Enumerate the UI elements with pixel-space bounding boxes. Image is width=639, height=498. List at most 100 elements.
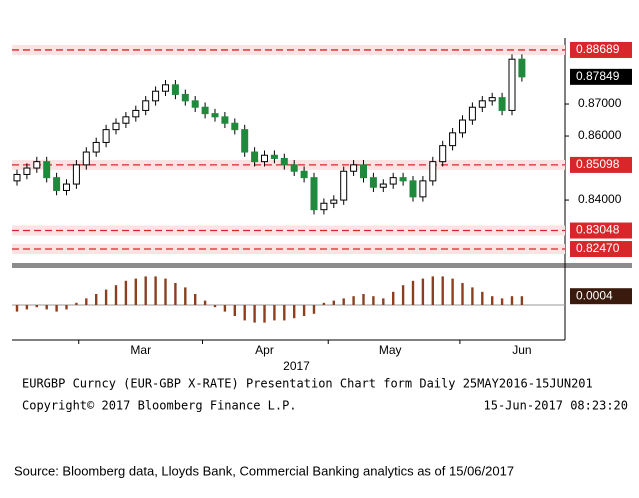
candle-body xyxy=(43,161,51,179)
candle-body xyxy=(82,151,90,166)
candle-body xyxy=(53,177,61,191)
candle-body xyxy=(122,116,130,124)
oscillator-bar xyxy=(194,294,197,305)
footer-copyright: Copyright© 2017 Bloomberg Finance L.P. xyxy=(22,399,297,413)
oscillator-bar xyxy=(382,298,385,305)
candle-body xyxy=(92,141,100,153)
oscillator-bar xyxy=(134,278,137,305)
candle-body xyxy=(488,97,496,102)
candle-body xyxy=(251,151,259,163)
oscillator-bar xyxy=(253,305,256,323)
level-label: 0.83048 xyxy=(576,223,620,237)
candle-body xyxy=(379,183,387,188)
oscillator-bar xyxy=(461,283,464,305)
candle-body xyxy=(112,122,120,131)
oscillator-bar xyxy=(431,276,434,305)
candle-body xyxy=(241,129,249,153)
level-label: 0.88689 xyxy=(576,42,620,56)
candle-body xyxy=(399,177,407,182)
candle-body xyxy=(468,106,476,121)
candle-body xyxy=(459,119,466,134)
oscillator-bar xyxy=(411,280,415,305)
level-label-box xyxy=(570,241,632,258)
candle-body xyxy=(369,177,377,188)
oscillator-bar xyxy=(510,296,514,305)
candle-body xyxy=(449,132,457,147)
candle-body xyxy=(261,154,268,163)
oscillator-bar xyxy=(273,305,276,321)
candle-body xyxy=(320,202,328,211)
year-label: 2017 xyxy=(283,359,310,373)
footer-title: EURGBP Curncy (EUR-GBP X-RATE) Presentat… xyxy=(22,377,593,391)
candle-body xyxy=(181,93,189,102)
oscillator-bar xyxy=(164,278,167,305)
oscillator-bar xyxy=(65,305,68,310)
oscillator-bar xyxy=(481,291,484,305)
oscillator-bar xyxy=(342,298,345,305)
oscillator-bar xyxy=(55,305,58,312)
candle-body xyxy=(419,180,427,198)
oscillator-bar xyxy=(223,305,227,312)
oscillator-bar xyxy=(520,296,524,305)
candle-body xyxy=(13,173,21,182)
candle-body xyxy=(132,109,140,118)
oscillator-bar xyxy=(174,283,177,305)
oscillator-bar xyxy=(401,285,405,305)
candle-body xyxy=(72,164,80,185)
oscillator-bar xyxy=(104,289,108,305)
footer-timestamp: 15-Jun-2017 08:23:20 xyxy=(484,399,629,413)
oscillator-bar xyxy=(85,298,88,305)
oscillator-bar xyxy=(263,305,266,323)
last-price-label: 0.87849 xyxy=(576,69,620,83)
x-tick-label: Mar xyxy=(130,343,151,357)
candle-body xyxy=(498,97,506,111)
candle-body xyxy=(508,58,516,111)
oscillator-bar xyxy=(312,305,316,314)
oscillator-bar xyxy=(114,285,118,305)
candle-body xyxy=(162,84,169,92)
candle-body xyxy=(409,180,417,198)
oscillator-bar xyxy=(352,296,355,305)
source-note: Source: Bloomberg data, Lloyds Bank, Com… xyxy=(14,463,514,478)
oscillator-bar xyxy=(421,278,425,305)
oscillator-bar xyxy=(500,298,504,305)
candle-body xyxy=(142,100,150,111)
oscillator-bar xyxy=(471,287,474,305)
candle-body xyxy=(310,177,318,211)
oscillator-label: 0.0004 xyxy=(576,288,613,302)
level-label-box xyxy=(570,41,632,58)
last-price-box xyxy=(570,68,632,85)
candle-body xyxy=(191,100,199,108)
oscillator-bar xyxy=(213,305,217,308)
candle-body xyxy=(280,157,288,166)
oscillator-bar xyxy=(45,305,48,310)
candle-body xyxy=(211,113,219,118)
oscillator-bar xyxy=(203,300,207,305)
candle-body xyxy=(63,183,70,191)
oscillator-bar xyxy=(293,305,296,319)
y-tick-label: 0.87000 xyxy=(578,96,622,110)
candle-body xyxy=(300,170,308,179)
oscillator-bar xyxy=(75,302,78,305)
candle-body xyxy=(270,154,278,159)
candle-body xyxy=(350,164,358,172)
oscillator-label-box xyxy=(570,288,632,305)
oscillator-bar xyxy=(322,302,326,305)
candle-body xyxy=(290,164,298,172)
candle-body xyxy=(439,145,447,163)
level-label-box xyxy=(570,222,632,239)
x-tick-label: Apr xyxy=(255,343,274,357)
oscillator-bar xyxy=(451,278,454,305)
level-label-box xyxy=(570,156,632,173)
candle-body xyxy=(201,106,209,115)
oscillator-bar xyxy=(154,276,157,305)
oscillator-bar xyxy=(25,305,29,310)
candle-body xyxy=(340,170,348,201)
candle-body xyxy=(330,199,338,204)
oscillator-bar xyxy=(124,280,128,305)
candle-body xyxy=(518,58,526,78)
oscillator-bar xyxy=(372,296,375,305)
oscillator-bar xyxy=(144,276,147,305)
level-label: 0.82470 xyxy=(576,241,620,255)
candle-body xyxy=(389,177,397,185)
